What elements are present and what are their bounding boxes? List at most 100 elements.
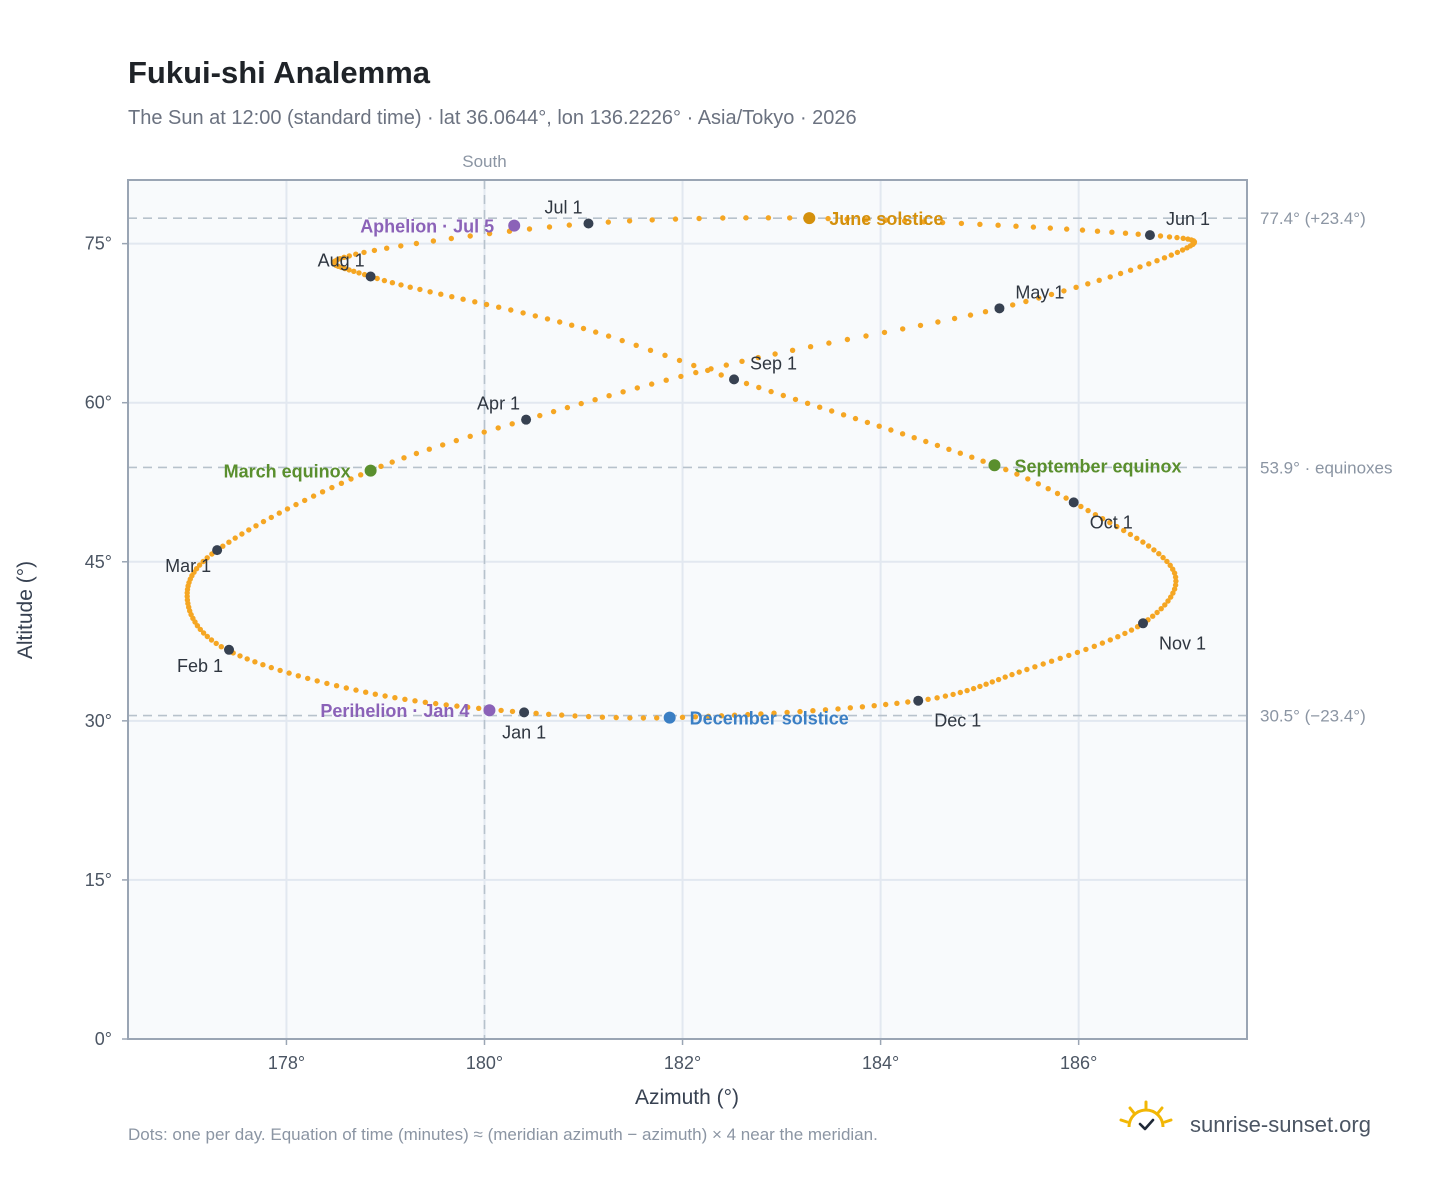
daily-sun-position — [883, 701, 889, 708]
daily-sun-position — [430, 238, 437, 244]
daily-sun-position — [495, 425, 501, 431]
daily-sun-position — [196, 562, 203, 568]
month-label: Jun 1 — [1166, 209, 1210, 229]
month-marker — [212, 545, 223, 556]
daily-sun-position — [578, 400, 584, 407]
daily-sun-position — [268, 514, 274, 521]
daily-sun-position — [1107, 274, 1113, 280]
daily-sun-position — [204, 633, 210, 640]
reference-line-label: 30.5° (−23.4°) — [1260, 707, 1366, 726]
daily-sun-position — [407, 284, 413, 290]
event-label: September equinox — [1014, 456, 1181, 476]
daily-sun-position — [467, 433, 473, 439]
daily-sun-position — [1047, 225, 1054, 231]
daily-sun-position — [526, 226, 533, 232]
daily-sun-position — [756, 384, 762, 391]
daily-sun-position — [252, 659, 258, 665]
daily-sun-position — [771, 710, 777, 716]
daily-sun-position — [363, 689, 369, 695]
daily-sun-position — [964, 687, 970, 694]
daily-sun-position — [1115, 634, 1121, 640]
daily-sun-position — [401, 455, 407, 461]
daily-sun-position — [348, 476, 354, 482]
month-marker — [521, 414, 532, 425]
daily-sun-position — [1092, 512, 1099, 518]
daily-sun-position — [438, 291, 444, 297]
y-axis-label: Altitude (°) — [14, 561, 37, 659]
daily-sun-position — [1168, 252, 1175, 258]
daily-sun-position — [969, 454, 975, 460]
daily-sun-position — [957, 689, 963, 696]
daily-sun-position — [305, 675, 311, 682]
chart-title: Fukui-shi Analemma — [128, 55, 431, 90]
brand-name: sunrise-sunset.org — [1190, 1112, 1371, 1137]
daily-sun-position — [888, 427, 894, 433]
daily-sun-position — [925, 696, 931, 702]
daily-sun-position — [935, 319, 941, 325]
month-label: Dec 1 — [934, 711, 981, 731]
daily-sun-position — [1167, 562, 1173, 568]
daily-sun-position — [550, 408, 557, 415]
month-marker — [365, 271, 376, 282]
daily-sun-position — [649, 217, 655, 223]
daily-sun-position — [768, 388, 774, 395]
daily-sun-position — [1114, 523, 1120, 530]
daily-sun-position — [319, 489, 326, 495]
daily-sun-position — [237, 653, 243, 659]
daily-sun-position — [1023, 298, 1029, 305]
daily-sun-position — [546, 224, 553, 230]
daily-sun-position — [1134, 535, 1140, 541]
daily-sun-position — [559, 712, 565, 718]
daily-sun-position — [197, 626, 203, 633]
daily-sun-position — [1162, 602, 1168, 608]
daily-sun-position — [900, 326, 906, 332]
daily-sun-position — [807, 344, 814, 350]
daily-sun-position — [284, 506, 291, 512]
daily-sun-position — [293, 501, 299, 508]
brand-logo[interactable]: sunrise-sunset.org — [1119, 1100, 1371, 1137]
daily-sun-position — [260, 662, 266, 668]
daily-sun-position — [443, 702, 449, 708]
daily-sun-position — [1096, 277, 1102, 283]
daily-sun-position — [232, 535, 238, 541]
daily-sun-position — [389, 459, 395, 465]
daily-sun-position — [1073, 284, 1079, 290]
daily-sun-position — [342, 265, 348, 272]
daily-sun-position — [939, 219, 946, 226]
footnote: Dots: one per day. Equation of time (min… — [128, 1125, 878, 1144]
daily-sun-position — [829, 408, 835, 414]
daily-sun-position — [422, 699, 428, 705]
daily-sun-position — [1091, 643, 1098, 649]
daily-sun-position — [402, 696, 408, 702]
daily-sun-position — [226, 539, 232, 545]
daily-sun-position — [672, 216, 679, 222]
daily-sun-position — [277, 667, 283, 674]
daily-sun-position — [720, 215, 726, 221]
daily-sun-position — [723, 362, 729, 368]
month-label: Oct 1 — [1090, 512, 1133, 532]
daily-sun-position — [917, 322, 924, 329]
sun-logo-icon — [1119, 1100, 1173, 1131]
daily-sun-position — [1057, 655, 1063, 661]
daily-sun-position — [413, 240, 420, 247]
event-marker — [364, 464, 377, 477]
daily-sun-position — [989, 679, 995, 685]
daily-sun-position — [983, 681, 989, 687]
daily-sun-position — [789, 347, 796, 353]
plot-frame — [127, 179, 1248, 1040]
daily-sun-position — [472, 299, 478, 305]
daily-sun-position — [647, 347, 654, 353]
daily-sun-position — [1174, 249, 1181, 256]
daily-sun-position — [1035, 481, 1042, 487]
month-label: Mar 1 — [165, 556, 211, 576]
daily-sun-position — [772, 351, 778, 357]
daily-sun-position — [398, 282, 404, 288]
daily-sun-position — [613, 714, 619, 721]
daily-sun-position — [980, 458, 986, 464]
daily-sun-position — [460, 296, 466, 302]
daily-sun-position — [852, 415, 859, 422]
daily-sun-position — [758, 711, 764, 717]
daily-sun-position — [372, 691, 378, 697]
daily-sun-position — [810, 708, 816, 714]
daily-sun-position — [1002, 674, 1008, 680]
